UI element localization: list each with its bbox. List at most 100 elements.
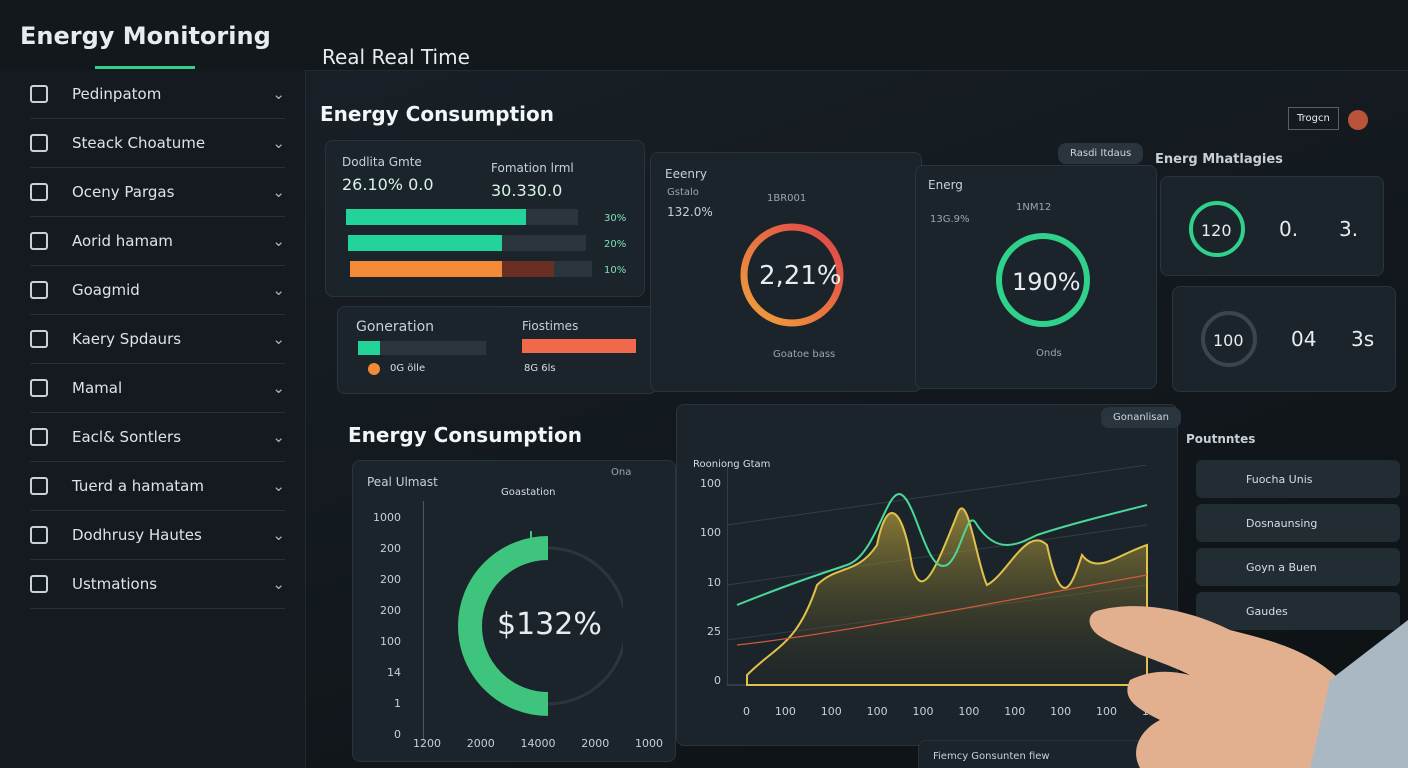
monitoring-title: Energ Mhatlagies — [1155, 152, 1283, 167]
progress-bar — [522, 339, 636, 353]
filter-button[interactable]: Rasdi Itdaus — [1058, 143, 1144, 164]
donut-title: Peal Ulmast — [367, 475, 438, 489]
tick-label: 0 — [394, 728, 401, 741]
tick-label: 0 — [714, 674, 721, 687]
donut-value: $132% — [497, 607, 602, 642]
y-axis: 100 100 10 25 0 — [695, 477, 721, 687]
gauge-top: 1BR001 — [767, 193, 807, 204]
monitor-tile: 100 04 3s — [1172, 286, 1396, 392]
gauge-top: 1NM12 — [1016, 202, 1052, 213]
summary-left-label: Dodlita Gmte — [342, 155, 422, 169]
sidebar: PedinpatomSteack ChoatumeOceny PargasAor… — [0, 70, 306, 768]
gauge-caption: Goatoe bass — [773, 349, 836, 360]
donut-arc — [458, 536, 549, 716]
tick-label: 200 — [380, 573, 401, 586]
tile-ring — [1201, 311, 1257, 367]
progress-bar — [346, 209, 526, 225]
donut-card: Peal Ulmast Ona Goastation 1000 200 200 200… — [352, 460, 676, 762]
trend-line — [736, 574, 1148, 646]
status-dot — [368, 363, 380, 375]
header-button[interactable]: Trogcn — [1288, 107, 1339, 130]
tick-label: 100 — [1050, 705, 1072, 718]
list-item: Dodhrusy Hautes — [30, 511, 285, 560]
fiostimes-label: Fiostimes — [522, 319, 579, 333]
list-item: Tuerd a hamatam — [30, 462, 285, 511]
tick-label: 100 — [820, 705, 842, 718]
tick-label: 14 — [387, 666, 401, 679]
tick-label: 100 — [700, 526, 721, 540]
gauge-arc — [996, 233, 1090, 327]
avatar[interactable] — [1348, 110, 1368, 130]
tick-label: 1200 — [413, 737, 441, 750]
gauge-card: Energ 13G.9% 1NM12 190% Onds — [915, 165, 1157, 389]
generation-value: 0G ölle — [390, 363, 426, 374]
tick-label: 1 — [394, 697, 401, 710]
tick-label: 1000 — [635, 737, 663, 750]
axis-line — [423, 501, 424, 741]
tick-label: 100 — [1004, 705, 1026, 718]
tile-value: 0. — [1279, 217, 1299, 241]
summary-card: Dodlita Gmte 26.10% 0.0 Fomation lrml 30… — [325, 140, 645, 297]
tile-value: 04 — [1291, 327, 1317, 351]
gauge-arc — [740, 223, 844, 327]
fiostimes-value: 8G 6ls — [524, 363, 556, 374]
gauge-ring — [996, 233, 1090, 327]
area-series — [746, 507, 1148, 686]
list-item: Pedinpatom — [30, 70, 285, 119]
x-axis: 1200 2000 14000 2000 1000 — [413, 737, 663, 750]
summary-right-value: 30.330.0 — [491, 181, 563, 200]
list-item: Dosnaunsing — [1196, 504, 1400, 542]
tile-gauge-value: 120 — [1201, 221, 1232, 240]
list-item: Oceny Pargas — [30, 168, 285, 217]
progress-bar — [348, 235, 502, 251]
gauge-caption: Onds — [1036, 348, 1062, 359]
gauge-sub: 132.0% — [667, 205, 713, 219]
gauge-value: 2,21% — [759, 261, 842, 291]
line-button[interactable]: Gonanlisan — [1101, 407, 1181, 428]
tick-label: 0 — [743, 705, 750, 718]
list-item: Mamal — [30, 364, 285, 413]
status-list: Fuocha Unis Dosnaunsing Goyn a Buen Gaudes — [1196, 460, 1400, 636]
section-title: Energy Consumption — [348, 423, 582, 447]
tick-label: 2000 — [581, 737, 610, 750]
progress-bar — [350, 261, 502, 277]
list-item: Eacl& Sontlers — [30, 413, 285, 462]
x-axis: 0100100100100100100100100100 — [743, 705, 1163, 718]
tick-label: 14000 — [520, 737, 556, 750]
subtitle: Real Real Time — [322, 45, 470, 69]
bar-track — [358, 341, 486, 355]
list-item: Kaery Spdaurs — [30, 315, 285, 364]
list-item: Ustmations — [30, 560, 285, 609]
gauge-sub: 13G.9% — [930, 214, 970, 225]
hand — [1089, 606, 1408, 768]
summary-right-label: Fomation lrml — [491, 161, 574, 175]
line-card: Rooniong Gtam Gonanlisan 100 100 10 25 0 0 10… — [676, 404, 1181, 746]
grid-line — [727, 465, 1148, 526]
list-item: Fuocha Unis — [1196, 460, 1400, 498]
list-title: Poutnntes — [1186, 432, 1256, 446]
tick-label: 100 — [866, 705, 888, 718]
gauge-title: Eeenry — [665, 167, 707, 181]
tick-label: 200 — [380, 542, 401, 555]
list-item: Gaudes — [1196, 592, 1400, 630]
header-bar — [0, 0, 1408, 71]
generation-label: Goneration — [356, 319, 435, 335]
tile-ring — [1189, 201, 1245, 257]
list-item: Steack Choatume — [30, 119, 285, 168]
footer-label: Fiemcy Gonsunten fiew — [933, 751, 1050, 762]
line-plot — [727, 465, 1148, 686]
tick-label: 10 — [707, 575, 721, 589]
gauge-ring — [740, 223, 844, 327]
tile-value: 3. — [1339, 217, 1359, 241]
donut-legend: Ona — [611, 467, 632, 478]
grid-line — [727, 524, 1148, 586]
tick-label: 100 — [1096, 705, 1117, 718]
list-item: Goyn a Buen — [1196, 548, 1400, 586]
sleeve — [1310, 620, 1408, 768]
list-item: Aorid hamam — [30, 217, 285, 266]
gauge-value: 190% — [1012, 268, 1081, 296]
progress-bar — [502, 261, 554, 277]
gauge-label: Gstalo — [667, 187, 699, 198]
tile-value: 3s — [1351, 327, 1375, 351]
